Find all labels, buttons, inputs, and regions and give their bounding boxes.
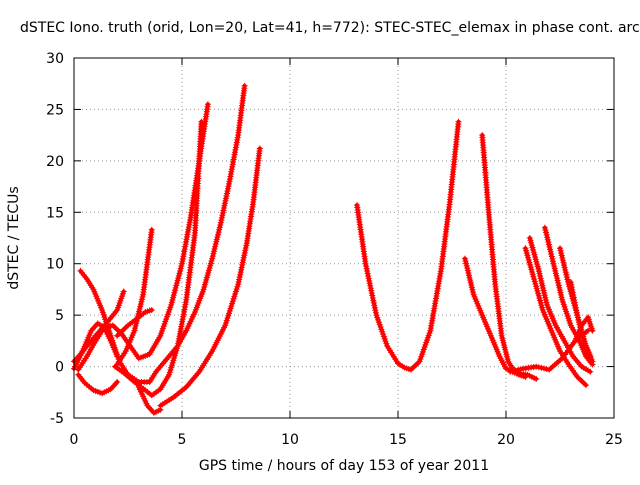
- x-tick-label: 25: [605, 432, 623, 448]
- series-11: [353, 118, 462, 373]
- series-9: [157, 145, 263, 409]
- data-point: [114, 379, 121, 385]
- data-point: [148, 307, 155, 313]
- series-5: [75, 101, 211, 373]
- data-point: [198, 118, 205, 125]
- data-point: [535, 364, 542, 371]
- data-point: [114, 353, 121, 360]
- data-point: [241, 82, 248, 89]
- data-point: [509, 368, 516, 375]
- data-point: [582, 382, 589, 389]
- plot-frame: [73, 57, 615, 419]
- data-point: [589, 327, 596, 334]
- data-point: [507, 368, 514, 375]
- series-8: [135, 384, 164, 416]
- y-tick-label: 25: [46, 102, 64, 118]
- data-point: [204, 101, 211, 108]
- x-axis-label: GPS time / hours of day 153 of year 2011: [199, 458, 489, 474]
- data-point: [543, 366, 550, 373]
- data-point: [587, 368, 594, 375]
- y-axis-label: dSTEC / TECUs: [6, 186, 22, 289]
- data-point: [587, 353, 594, 360]
- axis-ticks: 0 5 10 15 20 25 -5 0 5 10 15 20 25 30: [46, 51, 623, 448]
- data-point: [589, 358, 596, 365]
- data-point: [541, 365, 548, 372]
- y-tick-label: 5: [55, 308, 64, 324]
- series-6: [112, 118, 205, 399]
- series-4: [71, 320, 121, 372]
- data-point: [533, 363, 540, 370]
- y-tick-label: 30: [46, 51, 64, 67]
- chart-title: dSTEC Iono. truth (orid, Lon=20, Lat=41,…: [20, 20, 640, 36]
- data-point: [538, 364, 545, 371]
- x-tick-label: 5: [178, 432, 187, 448]
- data-point: [455, 118, 462, 125]
- y-tick-label: 15: [46, 205, 64, 221]
- x-tick-label: 10: [281, 432, 299, 448]
- x-tick-label: 20: [497, 432, 515, 448]
- x-tick-label: 0: [70, 432, 79, 448]
- y-tick-label: 10: [46, 257, 64, 273]
- y-tick-label: -5: [50, 411, 64, 427]
- data-point: [515, 366, 522, 373]
- series-2: [75, 371, 121, 397]
- data-point: [533, 375, 540, 382]
- data-point: [517, 366, 524, 373]
- series-10: [114, 307, 155, 339]
- data-point: [120, 288, 127, 295]
- series-13: [479, 132, 540, 382]
- series-14: [522, 245, 589, 389]
- data-points: [71, 82, 596, 416]
- series-20: [572, 314, 596, 344]
- series-3: [77, 82, 248, 385]
- x-tick-label: 15: [389, 432, 407, 448]
- y-tick-label: 20: [46, 154, 64, 170]
- y-tick-label: 0: [55, 360, 64, 376]
- data-point: [148, 226, 155, 233]
- data-point: [512, 367, 519, 374]
- data-point: [256, 145, 263, 152]
